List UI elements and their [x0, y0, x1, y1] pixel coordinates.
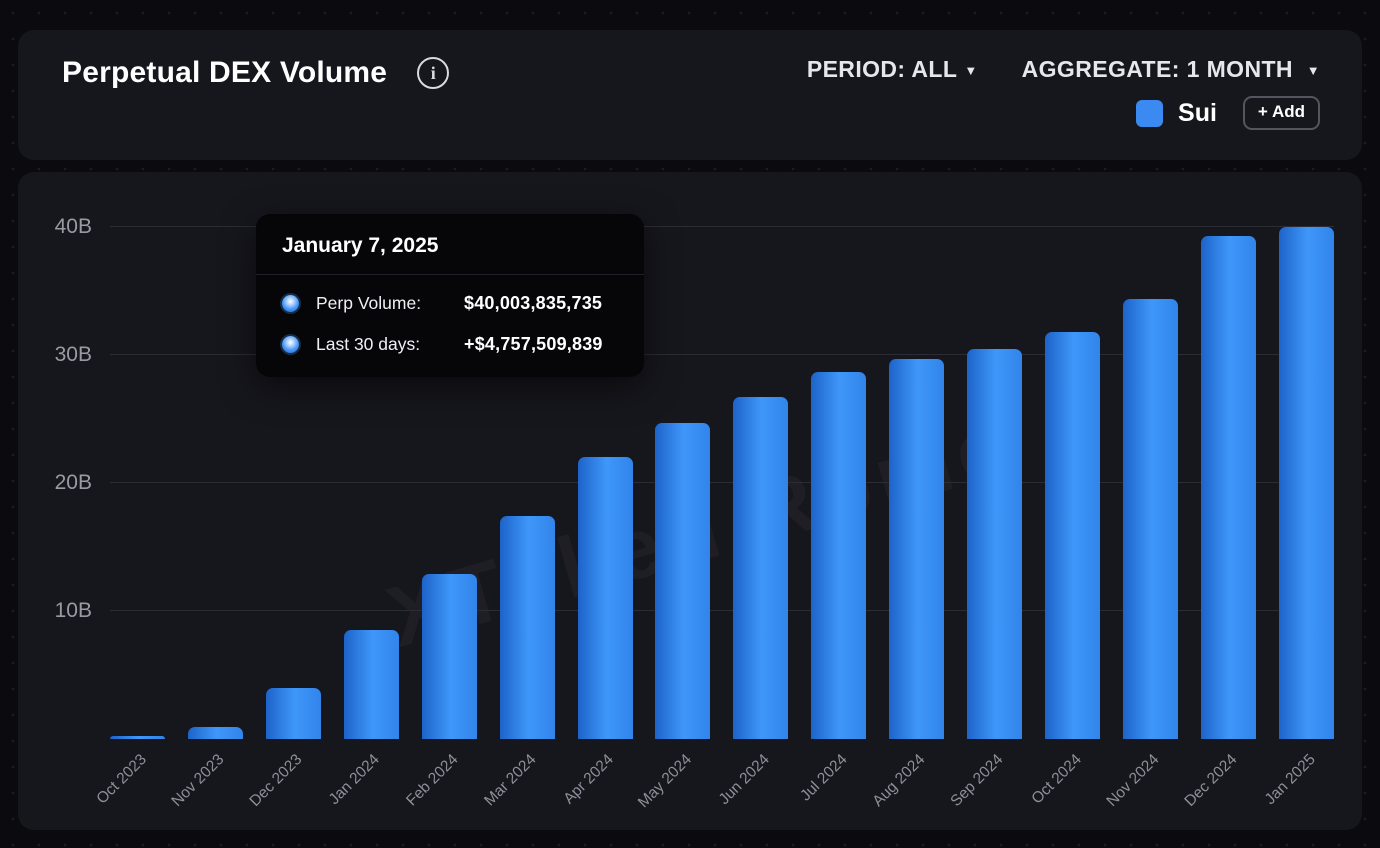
bar-jun-2024[interactable]: [733, 397, 789, 739]
x-axis-label: Feb 2024: [402, 751, 462, 810]
tooltip-row-value: $40,003,835,735: [464, 293, 603, 313]
bar-aug-2024[interactable]: [889, 358, 945, 739]
y-axis-tick: 20B: [54, 471, 92, 494]
y-axis-tick: 40B: [54, 215, 92, 238]
y-axis: 10B 20B 30B 40B: [18, 215, 110, 739]
bar-slot: Apr 2024: [561, 227, 633, 808]
bar-apr-2024[interactable]: [577, 457, 633, 739]
bar-slot: Oct 2024: [1028, 227, 1101, 808]
bar-dec-2023[interactable]: [265, 687, 321, 739]
bar-slot: Dec 2024: [1181, 227, 1256, 810]
tooltip-row-value: +$4,757,509,839: [464, 334, 603, 354]
bar-jan-2025[interactable]: [1278, 227, 1334, 739]
bar-slot: Jul 2024: [797, 227, 867, 804]
tooltip-body: Perp Volume: $40,003,835,735 Last 30 day…: [256, 275, 644, 377]
bar-slot: Sep 2024: [948, 227, 1023, 810]
bar-nov-2024[interactable]: [1122, 298, 1178, 739]
period-value: ALL: [911, 56, 958, 82]
x-axis-label: Dec 2023: [246, 751, 306, 810]
bar-mar-2024[interactable]: [499, 516, 555, 739]
add-series-button[interactable]: + Add: [1242, 96, 1320, 130]
tooltip-row-last-30-days: Last 30 days: +$4,757,509,839: [282, 334, 618, 355]
gridline: [110, 226, 1334, 227]
tooltip-date: January 7, 2025: [256, 214, 644, 275]
bar-slot: Nov 2024: [1104, 227, 1178, 810]
bar-slot: Dec 2023: [246, 227, 321, 810]
x-axis-label: Nov 2024: [1103, 751, 1163, 810]
period-label: PERIOD:: [806, 56, 906, 82]
x-axis-label: Oct 2024: [1028, 751, 1085, 808]
x-axis-label: Dec 2024: [1181, 751, 1241, 810]
series-dot-icon: [282, 295, 299, 312]
bar-slot: Feb 2024: [403, 227, 477, 809]
x-axis-label: Aug 2024: [869, 751, 929, 810]
tooltip-row-perp-volume: Perp Volume: $40,003,835,735: [282, 293, 618, 314]
x-axis-label: Jan 2025: [1261, 751, 1319, 809]
aggregate-value: 1 MONTH: [1186, 56, 1293, 82]
bar-slot: Mar 2024: [481, 227, 555, 809]
aggregate-dropdown[interactable]: AGGREGATE: 1 MONTH ▼: [1022, 56, 1320, 83]
bar-nov-2023[interactable]: [187, 727, 243, 739]
bar-slot: Nov 2023: [168, 227, 243, 810]
x-axis-label: Nov 2023: [168, 751, 228, 810]
chart-header-panel: Perpetual DEX Volume i PERIOD: ALL ▼ AGGR…: [18, 30, 1362, 160]
info-icon[interactable]: i: [417, 57, 450, 89]
bar-feb-2024[interactable]: [421, 573, 477, 739]
bar-slot: Aug 2024: [870, 227, 945, 810]
x-axis-label: Oct 2023: [93, 751, 150, 808]
legend-row: Sui + Add: [1136, 96, 1320, 130]
bar-jan-2024[interactable]: [343, 630, 399, 739]
legend-series-name[interactable]: Sui: [1178, 98, 1217, 127]
bar-dec-2024[interactable]: [1200, 235, 1256, 739]
bar-oct-2023[interactable]: [110, 736, 165, 739]
x-axis-label: Jul 2024: [797, 751, 851, 805]
series-dot-icon: [282, 336, 299, 353]
bar-series-sui: Oct 2023 Nov 2023 Dec 2023 Jan 2024 Feb 2024…: [93, 227, 1334, 811]
y-axis-tick: 30B: [54, 343, 92, 366]
caret-down-icon: ▼: [964, 63, 978, 78]
bar-slot: Jan 2024: [326, 227, 399, 808]
gridline: [110, 482, 1334, 483]
x-axis-label: Apr 2024: [560, 751, 618, 808]
tooltip-row-label: Perp Volume:: [316, 293, 422, 313]
bar-sep-2024[interactable]: [967, 348, 1023, 739]
caret-down-icon: ▼: [1306, 63, 1320, 78]
bar-jul-2024[interactable]: [811, 371, 867, 739]
tooltip-row-label: Last 30 days:: [316, 334, 421, 354]
page-title: Perpetual DEX Volume: [62, 56, 388, 89]
bar-oct-2024[interactable]: [1045, 331, 1101, 739]
aggregate-label: AGGREGATE:: [1021, 56, 1180, 82]
x-axis-label: Sep 2024: [947, 751, 1007, 810]
bar-slot: Oct 2023: [93, 227, 165, 808]
chart-tooltip: January 7, 2025 Perp Volume: $40,003,835…: [256, 214, 644, 377]
plot-area: Oct 2023 Nov 2023 Dec 2023 Jan 2024 Feb 2024…: [93, 226, 1334, 811]
x-axis-label: Jan 2024: [326, 751, 384, 809]
controls-row: PERIOD: ALL ▼ AGGREGATE: 1 MONTH ▼: [807, 56, 1320, 83]
title-wrap: Perpetual DEX Volume i: [62, 56, 450, 90]
period-dropdown[interactable]: PERIOD: ALL ▼: [807, 56, 978, 83]
gridline: [110, 610, 1334, 611]
legend-swatch-sui[interactable]: [1136, 99, 1164, 127]
bar-slot: Jan 2025: [1261, 227, 1334, 808]
x-axis-label: Mar 2024: [480, 751, 540, 810]
gridline: [110, 354, 1334, 355]
y-axis-tick: 10B: [54, 599, 92, 622]
header-controls: PERIOD: ALL ▼ AGGREGATE: 1 MONTH ▼ Sui + …: [807, 56, 1320, 130]
x-axis-label: Jun 2024: [715, 751, 773, 809]
x-axis-label: May 2024: [634, 751, 695, 812]
bar-slot: May 2024: [635, 227, 711, 811]
bar-slot: Jun 2024: [716, 227, 789, 808]
bar-may-2024[interactable]: [655, 422, 711, 739]
